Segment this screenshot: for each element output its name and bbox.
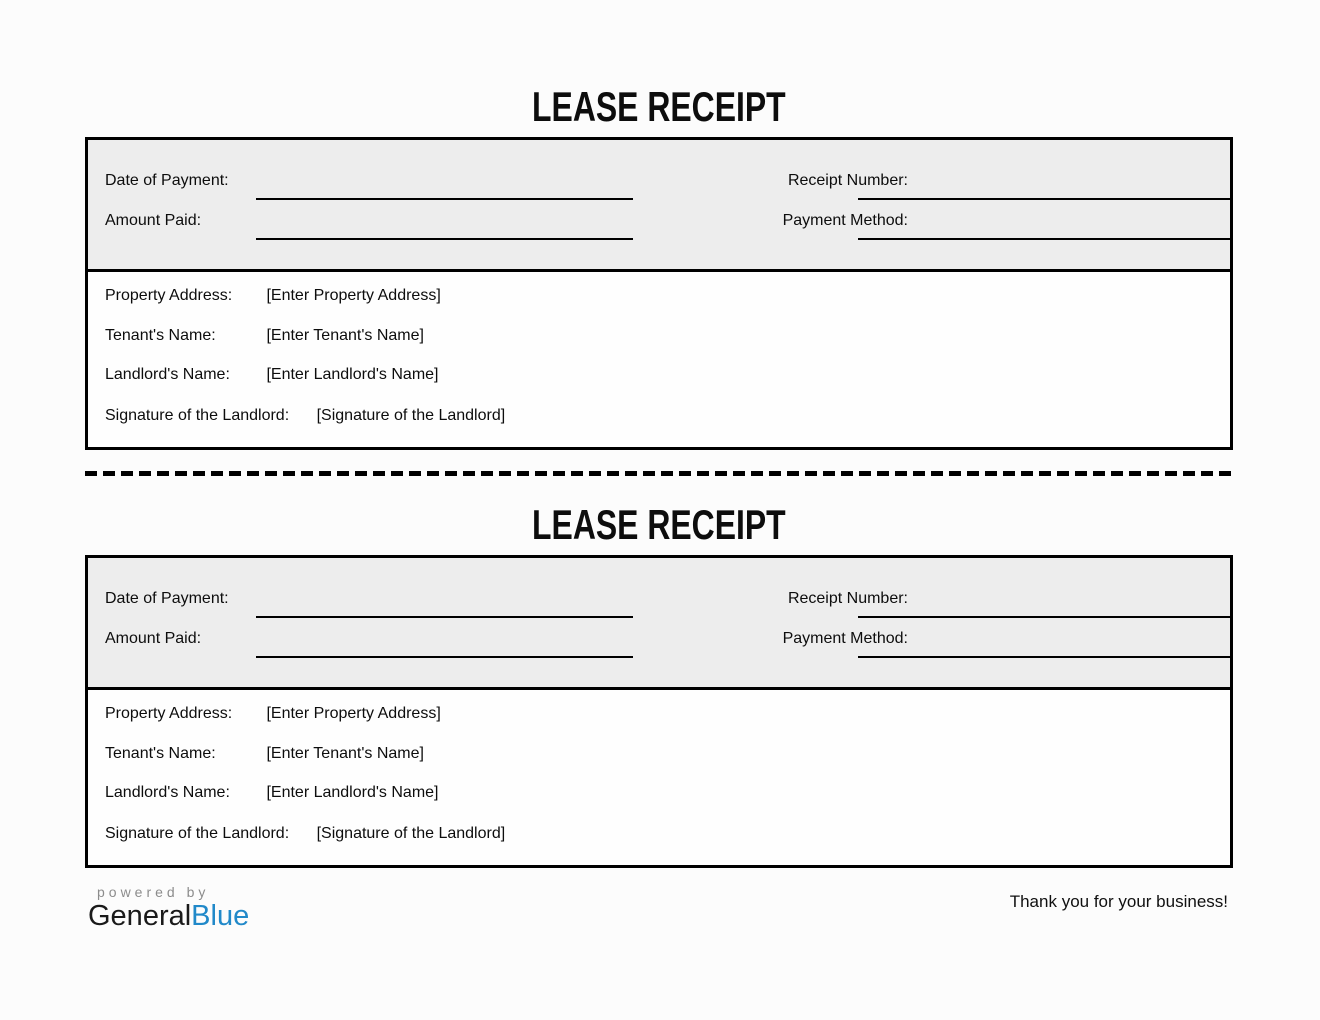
tenant-name-label: Tenant's Name:: [105, 327, 216, 344]
tenant-name-value[interactable]: [Enter Tenant's Name]: [266, 745, 424, 762]
payment-summary-section: Date of Payment: Receipt Number: Amount …: [88, 140, 1230, 272]
receipt-box: Date of Payment: Receipt Number: Amount …: [85, 555, 1233, 868]
property-address-value[interactable]: [Enter Property Address]: [266, 705, 441, 722]
property-address-value[interactable]: [Enter Property Address]: [266, 287, 441, 304]
receipt-copy-1: LEASE RECEIPT Date of Payment: Receipt N…: [85, 85, 1233, 450]
receipt-number-field[interactable]: [858, 160, 1230, 200]
receipt-title: LEASE RECEIPT: [85, 85, 1233, 129]
landlord-name-label: Landlord's Name:: [105, 784, 230, 801]
tenant-name-row: Tenant's Name: [Enter Tenant's Name]: [105, 326, 424, 346]
landlord-name-row: Landlord's Name: [Enter Landlord's Name]: [105, 365, 438, 385]
amount-paid-label: Amount Paid:: [105, 630, 202, 647]
landlord-name-value[interactable]: [Enter Landlord's Name]: [266, 784, 439, 801]
landlord-signature-row: Signature of the Landlord: [Signature of…: [105, 406, 505, 426]
landlord-signature-value[interactable]: [Signature of the Landlord]: [316, 825, 506, 842]
landlord-signature-label: Signature of the Landlord:: [105, 825, 290, 842]
general-blue-logo: GeneralBlue: [88, 899, 249, 933]
payment-method-label: Payment Method:: [782, 630, 908, 647]
property-address-row: Property Address: [Enter Property Addres…: [105, 286, 441, 306]
receipt-details-section: Property Address: [Enter Property Addres…: [88, 690, 1230, 862]
landlord-name-value[interactable]: [Enter Landlord's Name]: [266, 366, 439, 383]
landlord-signature-label: Signature of the Landlord:: [105, 407, 290, 424]
payment-summary-section: Date of Payment: Receipt Number: Amount …: [88, 558, 1230, 690]
landlord-name-label: Landlord's Name:: [105, 366, 230, 383]
amount-paid-field[interactable]: [256, 618, 633, 658]
tenant-name-row: Tenant's Name: [Enter Tenant's Name]: [105, 744, 424, 764]
thank-you-message: Thank you for your business!: [1009, 892, 1228, 911]
receipt-number-field[interactable]: [858, 578, 1230, 618]
landlord-signature-row: Signature of the Landlord: [Signature of…: [105, 824, 505, 844]
payment-method-label: Payment Method:: [782, 212, 908, 229]
date-of-payment-label: Date of Payment:: [105, 590, 229, 607]
property-address-row: Property Address: [Enter Property Addres…: [105, 704, 441, 724]
receipt-copy-2: LEASE RECEIPT Date of Payment: Receipt N…: [85, 503, 1233, 868]
date-of-payment-field[interactable]: [256, 160, 633, 200]
logo-general-text: General: [88, 900, 192, 932]
logo-blue-text: Blue: [191, 900, 250, 932]
property-address-label: Property Address:: [105, 705, 233, 722]
amount-paid-label: Amount Paid:: [105, 212, 202, 229]
tenant-name-label: Tenant's Name:: [105, 745, 216, 762]
landlord-signature-value[interactable]: [Signature of the Landlord]: [316, 407, 506, 424]
tenant-name-value[interactable]: [Enter Tenant's Name]: [266, 327, 424, 344]
date-of-payment-label: Date of Payment:: [105, 172, 229, 189]
receipt-title-text: LEASE RECEIPT: [532, 83, 786, 130]
payment-method-field[interactable]: [858, 618, 1230, 658]
receipt-title: LEASE RECEIPT: [85, 503, 1233, 547]
powered-by-label: powered by: [97, 884, 210, 900]
receipt-box: Date of Payment: Receipt Number: Amount …: [85, 137, 1233, 450]
property-address-label: Property Address:: [105, 287, 233, 304]
date-of-payment-field[interactable]: [256, 578, 633, 618]
receipt-number-label: Receipt Number:: [787, 172, 908, 189]
cut-line-separator: [85, 471, 1232, 476]
amount-paid-field[interactable]: [256, 200, 633, 240]
payment-method-field[interactable]: [858, 200, 1230, 240]
landlord-name-row: Landlord's Name: [Enter Landlord's Name]: [105, 783, 438, 803]
receipt-details-section: Property Address: [Enter Property Addres…: [88, 272, 1230, 444]
receipt-number-label: Receipt Number:: [787, 590, 908, 607]
receipt-title-text: LEASE RECEIPT: [532, 501, 786, 548]
